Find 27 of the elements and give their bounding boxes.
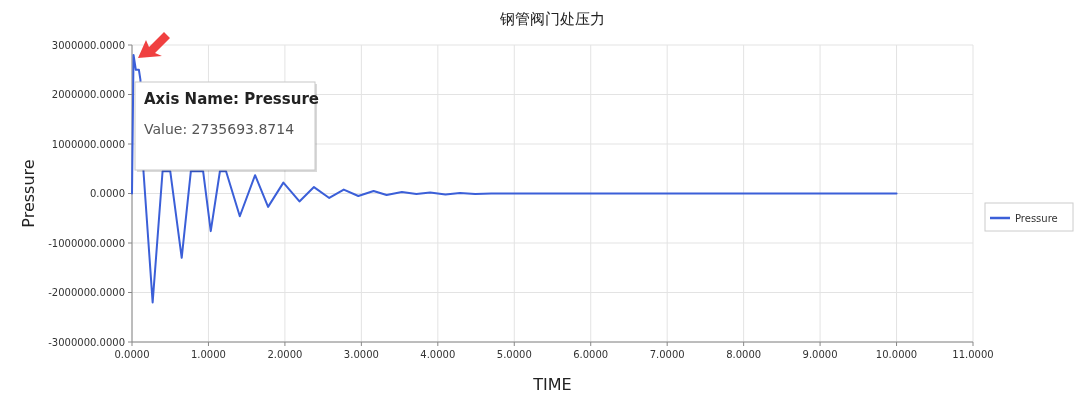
- tooltip: Axis Name: Pressure Value: 2735693.8714: [134, 81, 319, 172]
- chart-title: 钢管阀门处压力: [499, 10, 605, 28]
- x-tick-label: 8.0000: [726, 349, 762, 360]
- y-tick-label: -3000000.0000: [48, 336, 125, 348]
- legend-label: Pressure: [1015, 213, 1058, 224]
- legend: Pressure: [984, 202, 1074, 232]
- x-tick-label: 7.0000: [649, 349, 685, 360]
- annotation: Axis Name: Pressure: [144, 90, 319, 108]
- x-axis-title: TIME: [532, 375, 572, 394]
- y-axis-title: Pressure: [19, 159, 38, 228]
- y-tick-label: 2000000.0000: [51, 89, 125, 100]
- x-tick-label: 5.0000: [496, 349, 532, 360]
- x-tick-label: 11.0000: [952, 349, 994, 360]
- x-tick-label: 6.0000: [573, 349, 609, 360]
- x-tick-label: 4.0000: [420, 349, 456, 360]
- x-tick-label: 3.0000: [343, 349, 379, 360]
- x-tick-label: 10.0000: [875, 349, 918, 360]
- y-tick-label: -1000000.0000: [48, 237, 125, 249]
- x-tick-label: 9.0000: [802, 349, 838, 360]
- y-tick-label: 0.0000: [90, 188, 125, 199]
- x-tick-label: 1.0000: [190, 349, 226, 360]
- y-tick-label: 1000000.0000: [51, 138, 125, 150]
- y-tick-label: -2000000.0000: [48, 287, 125, 298]
- x-tick-label: 0.0000: [114, 349, 150, 360]
- x-tick-label: 2.0000: [267, 349, 303, 360]
- y-tick-label: 3000000.0000: [51, 39, 125, 51]
- annotation: Value: 2735693.8714: [144, 121, 295, 137]
